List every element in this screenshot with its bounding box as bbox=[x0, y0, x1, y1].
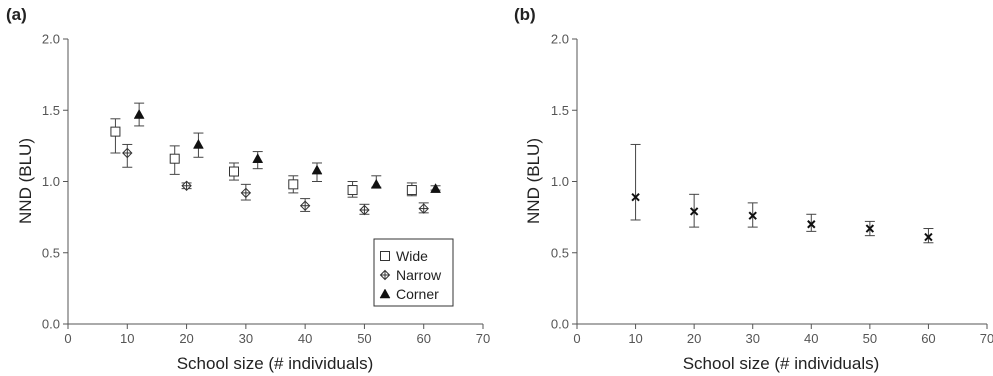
panel-b-chart: (b) NND (BLU) School size (# individuals… bbox=[514, 5, 993, 373]
panel-a-chart: (a) NND (BLU) School size (# individuals… bbox=[6, 5, 490, 373]
panel-a-label: (a) bbox=[6, 5, 27, 24]
panel-a-wide-point bbox=[111, 127, 120, 136]
panel-a-wide-point bbox=[348, 186, 357, 195]
panel-a-corner-point bbox=[371, 179, 381, 188]
panel-a-x-tick-label: 70 bbox=[476, 331, 490, 346]
panel-a-y-axis-title: NND (BLU) bbox=[16, 138, 35, 224]
panel-b-y-tick-label: 1.5 bbox=[551, 103, 569, 118]
panel-b-series-error-bar bbox=[923, 229, 933, 243]
panel-b-series-error-bar bbox=[806, 214, 816, 231]
panel-a-x-tick-label: 60 bbox=[416, 331, 430, 346]
panel-a-corner-point bbox=[431, 184, 441, 193]
panel-a-narrow-point bbox=[419, 204, 428, 213]
panel-b-series-error-bar bbox=[631, 144, 641, 220]
panel-a-x-tick-label: 30 bbox=[239, 331, 253, 346]
panel-b-y-tick-label: 1.0 bbox=[551, 174, 569, 189]
panel-a-x-tick-label: 20 bbox=[179, 331, 193, 346]
panel-a-x-axis-title: School size (# individuals) bbox=[177, 354, 374, 373]
panel-a-legend: Wide Narrow Corner bbox=[374, 239, 453, 306]
panel-b-x-tick-label: 30 bbox=[745, 331, 759, 346]
panel-a-y-tick-label: 2.0 bbox=[42, 32, 60, 47]
panel-b-x-tick-label: 50 bbox=[863, 331, 877, 346]
panel-b-y-axis-title: NND (BLU) bbox=[524, 138, 543, 224]
panel-a-corner-point bbox=[134, 110, 144, 119]
panel-a-x-tick-label: 40 bbox=[298, 331, 312, 346]
panel-a-corner-point bbox=[312, 165, 322, 174]
panel-b-x-tick-label: 40 bbox=[804, 331, 818, 346]
panel-a-narrow-point bbox=[301, 201, 310, 210]
panel-b-x-axis-title: School size (# individuals) bbox=[683, 354, 880, 373]
panel-a-narrow-point bbox=[241, 188, 250, 197]
legend-wide-label: Wide bbox=[396, 248, 428, 264]
panel-a-wide-point bbox=[230, 167, 239, 176]
panel-a-wide-point bbox=[407, 186, 416, 195]
panel-a-wide-point bbox=[289, 180, 298, 189]
panel-a-x-tick-label: 50 bbox=[357, 331, 371, 346]
legend-narrow-label: Narrow bbox=[396, 267, 442, 283]
panel-b-y-tick-label: 0.5 bbox=[551, 245, 569, 260]
panel-b-x-tick-label: 10 bbox=[628, 331, 642, 346]
panel-a-corner-point bbox=[193, 139, 203, 148]
panel-a-data-marks bbox=[110, 103, 440, 214]
panel-a-wide-point bbox=[170, 154, 179, 163]
panel-b-y-tick-label: 0.0 bbox=[551, 317, 569, 332]
legend-wide-marker bbox=[381, 252, 390, 261]
panel-b-label: (b) bbox=[514, 5, 536, 24]
panel-b-x-tick-label: 60 bbox=[921, 331, 935, 346]
panel-b-data-marks bbox=[631, 144, 934, 242]
panel-b-y-tick-label: 2.0 bbox=[551, 32, 569, 47]
panel-b-x-tick-label: 0 bbox=[573, 331, 580, 346]
panel-b-x-tick-label: 20 bbox=[687, 331, 701, 346]
panel-a-x-tick-label: 10 bbox=[120, 331, 134, 346]
panel-a-y-tick-label: 1.5 bbox=[42, 103, 60, 118]
panel-a-x-tick-label: 0 bbox=[64, 331, 71, 346]
panel-a-y-tick-label: 0.5 bbox=[42, 245, 60, 260]
panel-a-corner-point bbox=[253, 154, 263, 163]
panel-a-narrow-point bbox=[123, 149, 132, 158]
panel-a-y-tick-label: 0.0 bbox=[42, 317, 60, 332]
panel-b-x-tick-label: 70 bbox=[980, 331, 993, 346]
panel-b-axes: 0 10 20 30 40 50 60 70 0.0 0.5 1.0 1.5 2.0 bbox=[551, 32, 993, 347]
legend-corner-label: Corner bbox=[396, 286, 439, 302]
panel-a-narrow-point bbox=[360, 206, 369, 215]
panel-a-y-tick-label: 1.0 bbox=[42, 174, 60, 189]
